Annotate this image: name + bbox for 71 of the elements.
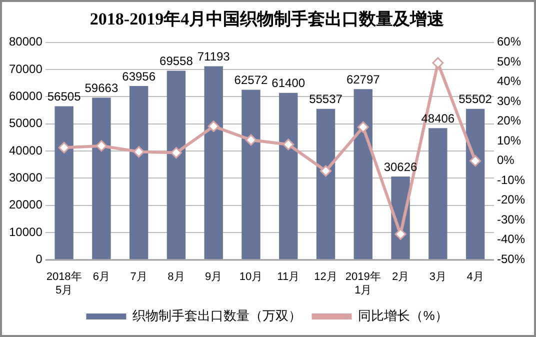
legend-label: 同比增长（%） — [358, 308, 448, 324]
y2-tick-label: -40% — [496, 232, 526, 246]
data-label: 59663 — [84, 80, 118, 95]
bar — [166, 70, 186, 260]
point — [357, 121, 369, 133]
y-tick-label: 30000 — [8, 170, 43, 184]
y-tick-label: 70000 — [8, 62, 43, 76]
point — [470, 155, 482, 167]
x-tick-label: 12月 — [314, 271, 338, 284]
bar — [54, 106, 74, 260]
point — [96, 140, 108, 152]
bar — [466, 108, 485, 260]
y-tick-label: 50000 — [8, 116, 43, 130]
y2-tick-label: 30% — [496, 94, 522, 108]
data-label: 62572 — [234, 73, 268, 88]
data-label: 30626 — [384, 160, 418, 174]
y2-tick-label: -30% — [496, 212, 526, 226]
y-tick-label: 0 — [36, 252, 43, 266]
point — [320, 165, 332, 177]
data-label: 48406 — [421, 111, 455, 126]
y2-tick-label: -10% — [496, 172, 526, 187]
legend-label: 织物制手套出口数量（万双） — [132, 308, 302, 324]
y2-tick-label: 0% — [496, 153, 515, 168]
y-tick-label: 60000 — [8, 89, 43, 104]
bar — [428, 128, 448, 260]
y2-tick-label: 10% — [496, 133, 522, 148]
x-tick-label: 2月 — [392, 271, 410, 284]
bar — [129, 86, 148, 260]
bar — [92, 98, 111, 260]
x-tick-label: 2019年 1月 — [345, 271, 381, 296]
chart-title: 2018-2019年4月中国织物制手套出口数量及增速 — [90, 10, 444, 29]
data-label: 62797 — [346, 72, 380, 86]
y-tick-label: 80000 — [8, 34, 43, 49]
data-label: 69558 — [160, 54, 194, 68]
point — [170, 147, 182, 159]
point — [133, 146, 145, 158]
data-label: 55537 — [309, 92, 343, 106]
y2-tick-label: 20% — [496, 114, 522, 128]
x-tick-label: 11月 — [277, 271, 300, 284]
y2-tick-label: -20% — [496, 192, 526, 207]
data-label: 61400 — [272, 76, 306, 90]
x-tick-label: 7月 — [130, 271, 148, 284]
bar — [316, 108, 336, 260]
point — [432, 57, 444, 69]
bar — [354, 89, 372, 260]
y2-tick-label: 50% — [496, 54, 522, 68]
y2-tick-label: 60% — [496, 34, 522, 49]
point — [394, 228, 406, 240]
y-tick-label: 10000 — [8, 224, 43, 239]
x-tick-label: 9月 — [205, 271, 222, 284]
point — [282, 138, 294, 150]
data-label: 56505 — [47, 90, 82, 104]
bar — [279, 92, 298, 260]
y2-tick-label: -50% — [496, 252, 526, 266]
point — [245, 134, 257, 146]
x-tick-label: 8月 — [168, 271, 185, 284]
x-tick-label: 6月 — [92, 271, 110, 284]
bar — [204, 66, 223, 260]
y-tick-label: 20000 — [8, 198, 43, 212]
point — [58, 142, 70, 154]
y2-tick-label: 40% — [496, 74, 522, 88]
y-tick-label: 40000 — [8, 143, 43, 158]
data-label: 71193 — [197, 50, 230, 64]
x-tick-label: 3月 — [429, 271, 446, 284]
data-label: 55502 — [458, 92, 492, 106]
bar — [242, 90, 260, 260]
x-tick-label: 10月 — [239, 271, 263, 284]
data-label: 63956 — [122, 69, 156, 84]
x-tick-label: 2018年 5月 — [46, 271, 82, 296]
point — [208, 120, 220, 132]
x-tick-label: 4月 — [466, 271, 484, 284]
